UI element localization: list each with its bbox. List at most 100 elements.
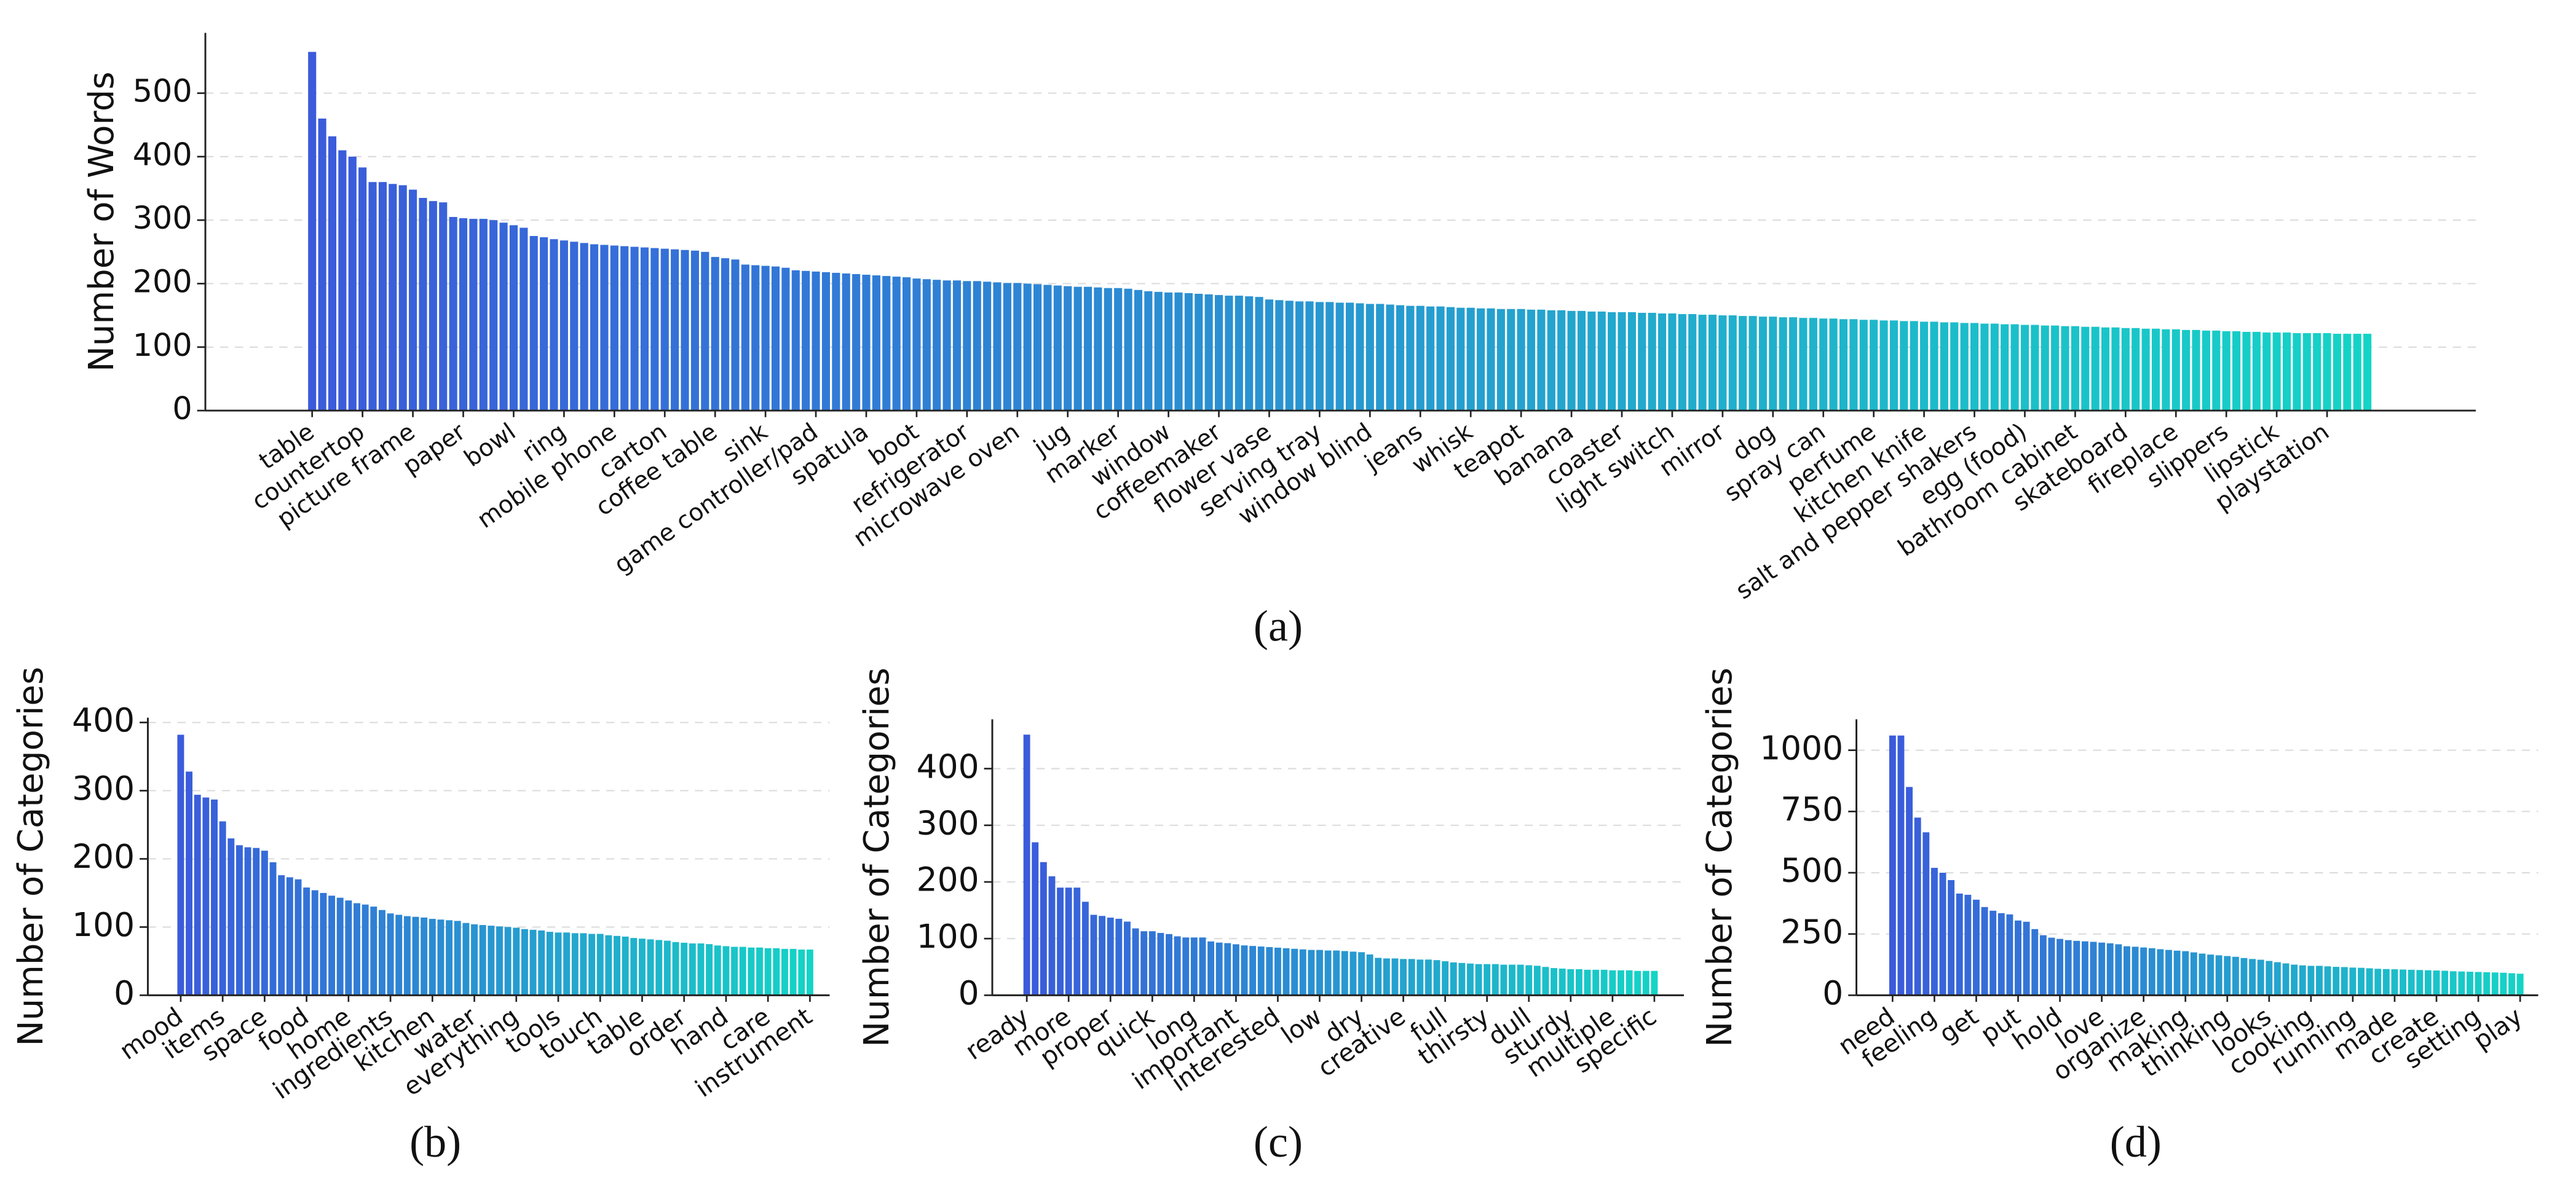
bar: [1618, 312, 1626, 411]
x-tick-label: bowl: [459, 418, 521, 473]
bar: [1491, 964, 1499, 996]
bar: [2001, 324, 2009, 411]
bar: [469, 219, 478, 411]
bar: [1416, 305, 1424, 411]
bar: [2182, 329, 2191, 411]
bar: [2148, 948, 2155, 996]
bar: [1829, 318, 1838, 411]
bar: [1114, 288, 1123, 411]
bar: [1475, 964, 1482, 996]
bar: [2358, 967, 2365, 996]
bar: [338, 150, 347, 411]
y-tick-label: 400: [917, 747, 979, 785]
y-tick-label: 500: [1780, 851, 1843, 890]
bar: [1939, 873, 1946, 996]
bar: [398, 185, 407, 411]
bar: [1799, 318, 1808, 411]
bar: [2249, 959, 2256, 996]
y-tick-label: 0: [172, 390, 192, 427]
bar: [963, 281, 971, 411]
bar: [1634, 970, 1642, 996]
bar: [1391, 958, 1399, 996]
bar: [211, 799, 218, 996]
bar: [798, 950, 805, 996]
bar: [2061, 326, 2069, 411]
bar: [1567, 969, 1574, 996]
bar: [1718, 315, 1727, 411]
bar: [1557, 310, 1566, 411]
bar: [509, 225, 518, 411]
bar: [1819, 318, 1828, 411]
bar: [681, 250, 689, 411]
bar: [513, 927, 520, 996]
bar: [2212, 330, 2221, 411]
bar: [1195, 293, 1203, 411]
bar: [1748, 316, 1757, 411]
bar: [1174, 292, 1183, 411]
bar: [1484, 964, 1491, 996]
bar: [1083, 286, 1092, 411]
bar: [409, 189, 417, 411]
bar: [690, 250, 699, 411]
bar: [1477, 308, 1485, 411]
bar: [1500, 964, 1507, 996]
bar: [1033, 284, 1042, 411]
y-tick-label: 300: [72, 769, 135, 808]
bar: [429, 919, 436, 996]
bar: [2343, 334, 2352, 411]
bar: [1956, 893, 1963, 996]
bar: [1577, 310, 1586, 411]
bar: [437, 919, 444, 996]
bar: [701, 251, 709, 411]
bar: [2323, 333, 2331, 411]
bar: [1642, 970, 1650, 996]
bar: [620, 246, 629, 411]
bar: [748, 947, 755, 996]
y-tick-label: 200: [917, 860, 979, 899]
caption: (a): [1254, 602, 1303, 651]
bar: [2262, 332, 2271, 411]
bar: [2291, 964, 2298, 996]
bar: [1910, 321, 1918, 411]
bar: [622, 936, 629, 996]
bar: [1839, 319, 1848, 411]
bar: [1567, 310, 1576, 411]
x-tick-label: creative: [1313, 1002, 1410, 1083]
bar: [403, 916, 411, 996]
bar: [1698, 315, 1707, 411]
bar: [1358, 952, 1365, 996]
bar: [1053, 285, 1062, 411]
bar: [1597, 311, 1606, 411]
bar: [2006, 914, 2013, 996]
bar: [1600, 969, 1608, 996]
bar: [1592, 969, 1600, 996]
bar: [2416, 970, 2424, 996]
bar: [236, 845, 243, 996]
bar: [2232, 956, 2239, 996]
bar: [2313, 333, 2321, 411]
bar: [1400, 959, 1407, 996]
bar: [1458, 962, 1466, 996]
bar: [1107, 918, 1114, 996]
bar: [1626, 970, 1633, 996]
bar: [1948, 879, 1955, 996]
bar: [1970, 323, 1979, 411]
bar: [1900, 321, 1908, 411]
bar: [362, 904, 369, 996]
bar: [1215, 942, 1223, 996]
bar: [2073, 940, 2080, 996]
bar: [462, 923, 470, 996]
x-tick-label: play: [2468, 1002, 2527, 1055]
y-tick-label: 250: [1780, 912, 1843, 951]
bar: [1166, 934, 1172, 996]
bar: [449, 217, 457, 411]
bar: [722, 946, 730, 996]
bar: [1587, 311, 1596, 411]
bar: [194, 795, 201, 996]
bar: [499, 222, 508, 411]
y-axis-label: Number of Categories: [1700, 667, 1740, 1047]
bar: [202, 797, 210, 996]
caption: (d): [2110, 1117, 2162, 1167]
bar: [555, 932, 562, 996]
bar: [697, 943, 705, 996]
